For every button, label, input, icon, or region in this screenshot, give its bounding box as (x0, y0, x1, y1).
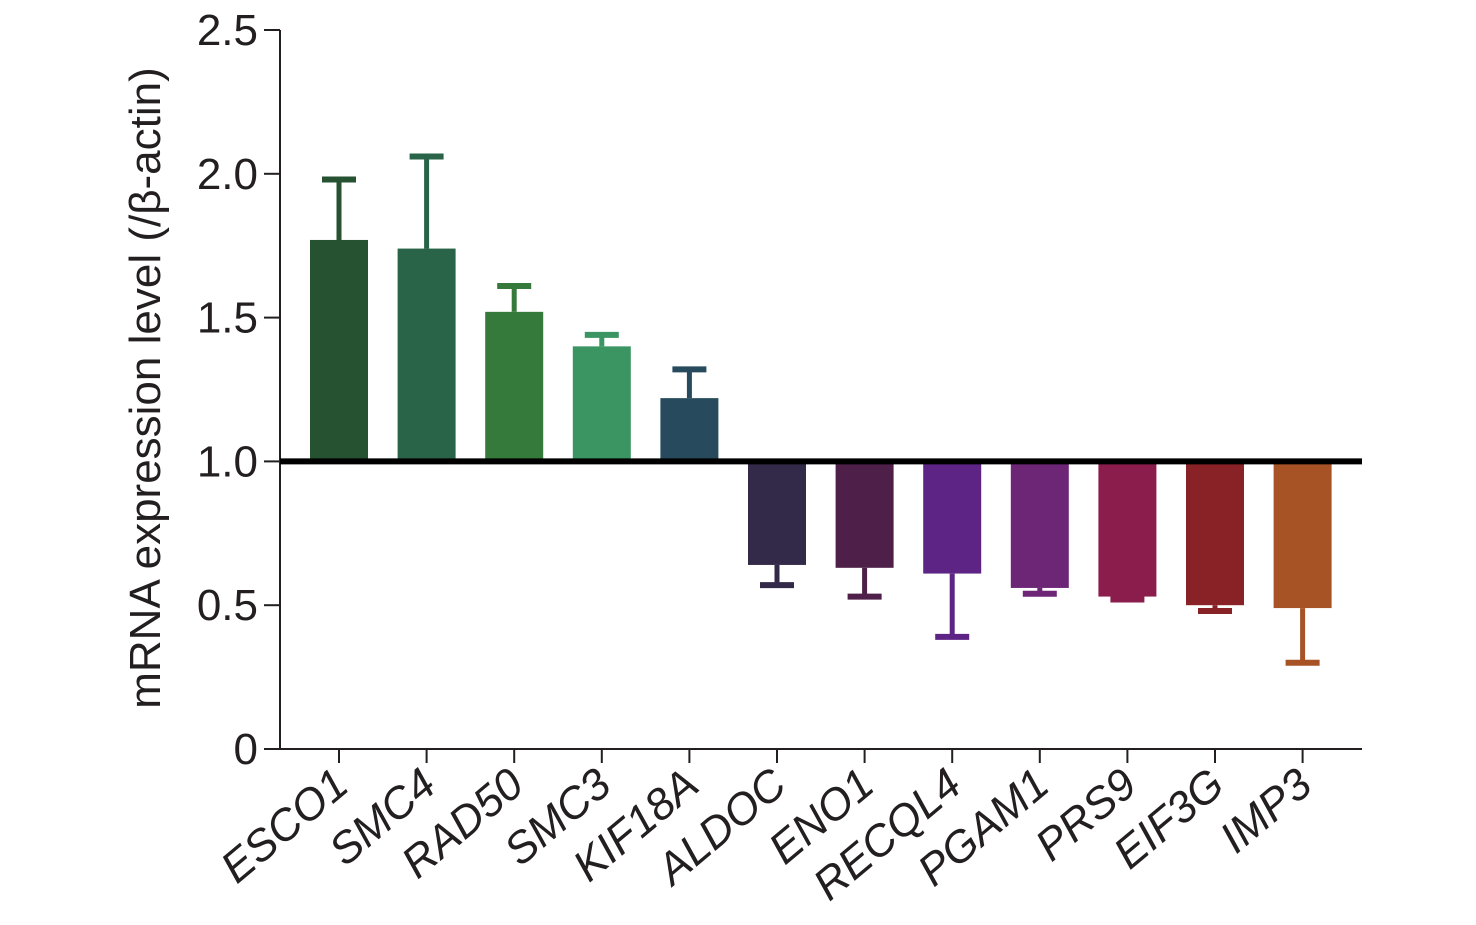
bar (1098, 461, 1157, 597)
bar (923, 461, 982, 574)
bar (1010, 461, 1069, 588)
bar (485, 311, 544, 462)
y-tick-label: 0 (234, 725, 258, 774)
bar (748, 461, 806, 565)
y-tick-label: 0.5 (197, 581, 258, 630)
y-tick-label: 1.0 (197, 437, 258, 486)
bar (397, 248, 456, 462)
y-axis-title: mRNA expression level (/β-actin) (121, 67, 170, 709)
bar (1186, 461, 1244, 606)
category-label: IMP3 (1211, 759, 1322, 863)
bar (835, 461, 894, 568)
y-tick-label: 1.5 (197, 294, 258, 343)
bar (572, 346, 631, 462)
bar (1273, 461, 1332, 609)
y-tick-label: 2.0 (197, 150, 258, 199)
bar (310, 239, 368, 462)
bar (660, 398, 719, 462)
y-tick-label: 2.5 (197, 6, 258, 55)
